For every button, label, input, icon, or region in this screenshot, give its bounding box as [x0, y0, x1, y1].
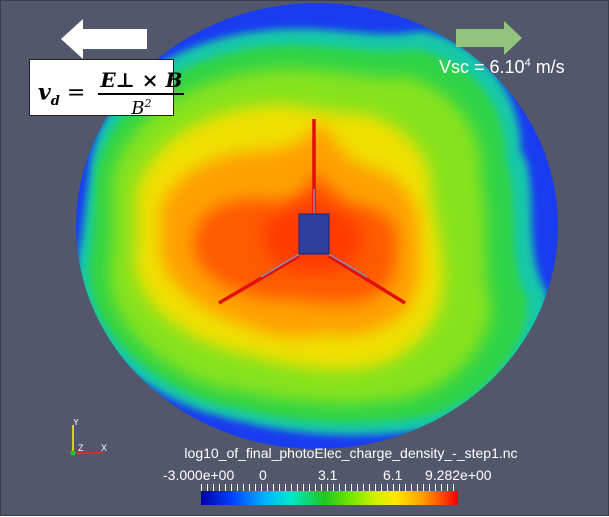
spacecraft-body [298, 213, 330, 255]
boom-right [328, 254, 406, 305]
drift-formula-box: vd = E⊥ × B B2 [29, 59, 185, 119]
formula-fraction: E⊥ × B B2 [98, 68, 185, 119]
scalar-bar-labels: -3.000e+00 0 3.1 6.1 9.282e+00 [161, 467, 501, 485]
scalar-bar-label-4: 6.1 [383, 467, 403, 483]
boom-left [218, 254, 300, 305]
formula-denominator-base: B [131, 98, 145, 119]
scalar-bar-label-min: -3.000e+00 [163, 467, 235, 483]
formula-equals: = [66, 80, 86, 106]
axis-x-label: X [101, 443, 107, 453]
drift-arrow-left [61, 19, 147, 59]
velocity-unit: m/s [530, 57, 565, 77]
scalar-bar-label-max: 9.282e+00 [425, 467, 492, 483]
velocity-exponent: 4 [524, 57, 531, 69]
velocity-value: Vsc = 6.10 [439, 57, 525, 77]
scalar-bar-label-3: 3.1 [318, 467, 338, 483]
formula-denominator: B2 [98, 95, 184, 119]
scalar-bar-ticks [201, 484, 458, 491]
axis-y-label: Y [73, 419, 79, 427]
spacecraft-velocity-label: Vsc = 6.104 m/s [439, 57, 565, 78]
drift-velocity-formula: vd = E⊥ × B B2 [38, 68, 185, 119]
orientation-axes-triad: Y Z X [70, 419, 107, 456]
scalar-bar-gradient [201, 491, 458, 505]
formula-lhs: v [38, 79, 51, 106]
formula-lhs-subscript: d [50, 93, 60, 109]
formula-numerator: E⊥ × B [98, 68, 185, 95]
scalar-bar-label-2: 0 [259, 467, 267, 483]
velocity-arrow-right [456, 21, 522, 55]
formula-denominator-exponent: 2 [144, 97, 152, 110]
scalar-bar-title: log10_of_final_photoElec_charge_density_… [184, 445, 518, 461]
axis-z-label: Z [78, 443, 84, 453]
